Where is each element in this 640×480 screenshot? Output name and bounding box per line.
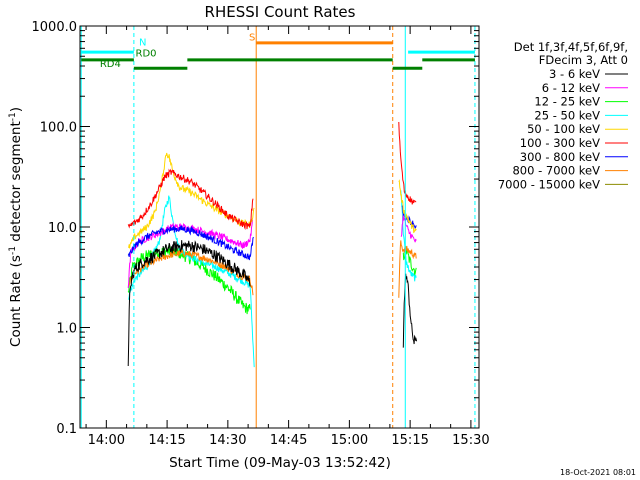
axes-ticks: 14:00 14:15 14:30 14:45 15:00 15:15 15:30 0.1 1.…: [32, 20, 490, 448]
legend-header-line-1: Det 1f,3f,4f,5f,6f,9f,: [514, 40, 628, 54]
legend-label-6-12-kev: 6 - 12 keV: [542, 81, 600, 95]
y-tick-label-1-0: 1.0: [56, 322, 77, 337]
legend-label-3-6-kev: 3 - 6 keV: [549, 67, 600, 81]
series-line-25-50-kev-segment-2: [400, 190, 417, 282]
y-tick-label-100-0: 100.0: [40, 121, 77, 136]
legend-header-line-2: FDecim 3, Att 0: [539, 53, 628, 67]
plot-data-area: [127, 121, 418, 368]
series-line-12-25-kev-segment-1: [127, 245, 251, 315]
legend-label-800-7000-kev: 800 - 7000 keV: [512, 164, 600, 178]
series-line-300-800-kev-segment-1: [127, 225, 254, 261]
x-tick-label-15-00: 15:00: [331, 433, 368, 448]
legend: Det 1f,3f,4f,5f,6f,9f, FDecim 3, Att 0 3…: [498, 40, 628, 191]
legend-label-7000-15000-kev: 7000 - 15000 keV: [498, 177, 600, 191]
x-tick-label-14-45: 14:45: [270, 433, 307, 448]
legend-label-100-300-kev: 100 - 300 keV: [520, 136, 600, 150]
legend-label-300-800-kev: 300 - 800 keV: [520, 150, 600, 164]
series-line-100-300-kev-segment-2: [398, 121, 417, 205]
series-line-100-300-kev-segment-1: [127, 168, 254, 231]
y-axis-label: Count Rate (s-1 detector segment-1): [8, 107, 24, 347]
series-line-50-100-kev-segment-2: [398, 179, 417, 234]
state-label-rd4: RD4: [100, 59, 121, 70]
x-tick-label-15-15: 15:15: [391, 433, 428, 448]
y-tick-label-1000-0: 1000.0: [32, 20, 78, 35]
series-line-800-7000-kev-segment-2: [398, 240, 417, 298]
y-tick-label-10-0: 10.0: [48, 221, 77, 236]
legend-label-12-25-kev: 12 - 25 keV: [534, 95, 600, 109]
series-line-6-12-kev-segment-2: [400, 213, 417, 243]
chart-title: RHESSI Count Rates: [205, 3, 356, 21]
footer-timestamp: 18-Oct-2021 08:01: [560, 468, 636, 477]
x-tick-label-15-30: 15:30: [452, 433, 489, 448]
y-tick-label-0-1: 0.1: [56, 422, 77, 437]
legend-label-25-50-kev: 25 - 50 keV: [534, 108, 600, 122]
x-tick-label-14-00: 14:00: [88, 433, 125, 448]
state-label-rd0: RD0: [136, 48, 157, 59]
state-label-s: S: [249, 32, 255, 43]
x-axis-label: Start Time (09-May-03 13:52:42): [169, 455, 391, 471]
series-line-3-6-kev-segment-1: [127, 240, 251, 367]
legend-label-50-100-kev: 50 - 100 keV: [527, 122, 600, 136]
x-tick-label-14-30: 14:30: [209, 433, 246, 448]
state-label-n: N: [139, 37, 146, 48]
x-tick-label-14-15: 14:15: [148, 433, 185, 448]
